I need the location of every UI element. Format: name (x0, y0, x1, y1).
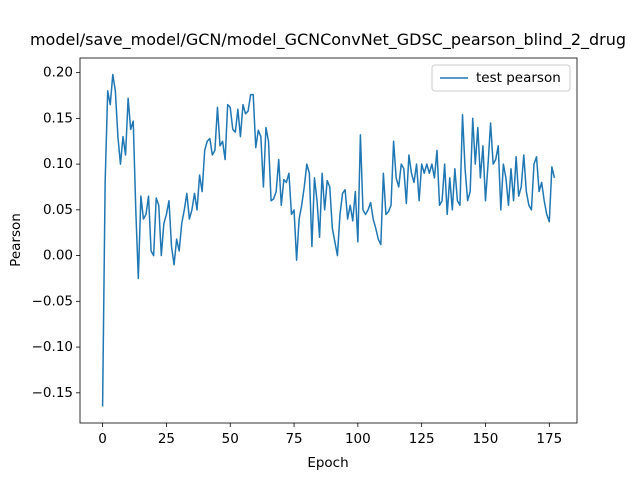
data-line (101, 73, 556, 407)
y-tick-label: 0.00 (43, 248, 73, 264)
x-tick-label: 150 (473, 431, 499, 447)
x-tick-label: 100 (345, 431, 371, 447)
x-tick-label: 125 (409, 431, 435, 447)
y-tick-label: 0.10 (43, 156, 73, 172)
y-tick-label: −0.15 (32, 385, 73, 401)
legend-label: test pearson (476, 70, 561, 86)
y-tick-label: −0.10 (32, 339, 73, 355)
y-tick-label: 0.15 (43, 110, 73, 126)
y-axis-label: Pearson (8, 213, 24, 267)
x-axis-label: Epoch (307, 455, 348, 471)
axes-frame (79, 57, 578, 424)
y-tick-label: −0.05 (32, 293, 73, 309)
x-tick-label: 0 (98, 431, 107, 447)
x-tick-label: 50 (222, 431, 239, 447)
legend-box (431, 64, 571, 92)
x-tick-label: 175 (536, 431, 562, 447)
chart-title: model/save_model/GCN/model_GCNConvNet_GD… (30, 30, 626, 50)
x-tick-label: 25 (158, 431, 175, 447)
y-tick-label: 0.20 (43, 65, 73, 81)
x-tick-label: 75 (285, 431, 302, 447)
y-tick-label: 0.05 (43, 202, 73, 218)
